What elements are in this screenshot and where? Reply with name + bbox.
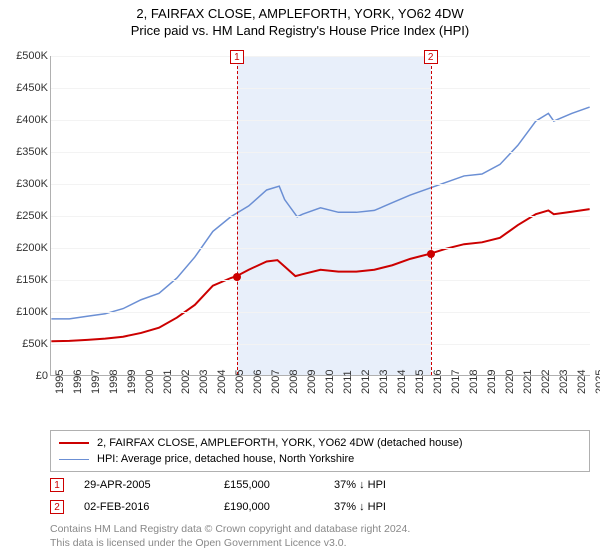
sale-point-dot xyxy=(233,273,241,281)
x-axis-label: 2007 xyxy=(270,370,282,394)
sale-pct: 37% ↓ HPI xyxy=(334,479,454,491)
y-axis-label: £400K xyxy=(2,114,48,126)
sale-vline xyxy=(237,56,238,375)
y-axis-label: £200K xyxy=(2,242,48,254)
x-axis-label: 2023 xyxy=(558,370,570,394)
footer-line1: Contains HM Land Registry data © Crown c… xyxy=(50,522,590,536)
x-axis-label: 1997 xyxy=(90,370,102,394)
x-axis-label: 2018 xyxy=(468,370,480,394)
x-axis-label: 2021 xyxy=(522,370,534,394)
x-axis-label: 2011 xyxy=(342,370,354,394)
sale-marker-icon: 2 xyxy=(50,500,64,514)
gridline xyxy=(51,312,590,313)
x-axis-label: 2017 xyxy=(450,370,462,394)
y-axis-label: £50K xyxy=(2,338,48,350)
x-axis-label: 2016 xyxy=(432,370,444,394)
y-axis-label: £500K xyxy=(2,50,48,62)
x-axis-label: 2022 xyxy=(540,370,552,394)
legend-swatch xyxy=(59,442,89,444)
x-axis-label: 2004 xyxy=(216,370,228,394)
legend-item: 2, FAIRFAX CLOSE, AMPLEFORTH, YORK, YO62… xyxy=(59,435,581,451)
sale-vline xyxy=(431,56,432,375)
gridline xyxy=(51,56,590,57)
y-axis-label: £450K xyxy=(2,82,48,94)
x-axis-label: 1995 xyxy=(54,370,66,394)
sale-row: 1 29-APR-2005 £155,000 37% ↓ HPI xyxy=(50,476,590,494)
chart-container: 2, FAIRFAX CLOSE, AMPLEFORTH, YORK, YO62… xyxy=(0,0,600,560)
title-subtitle: Price paid vs. HM Land Registry's House … xyxy=(0,23,600,38)
y-axis-label: £150K xyxy=(2,274,48,286)
x-axis-label: 2001 xyxy=(162,370,174,394)
legend-label: HPI: Average price, detached house, Nort… xyxy=(97,453,354,465)
legend-item: HPI: Average price, detached house, Nort… xyxy=(59,451,581,467)
sale-point-dot xyxy=(427,250,435,258)
sale-date: 02-FEB-2016 xyxy=(84,501,224,513)
gridline xyxy=(51,88,590,89)
x-axis-label: 2009 xyxy=(306,370,318,394)
series-property_price xyxy=(51,209,589,341)
x-axis-label: 2025 xyxy=(594,370,600,394)
x-axis-label: 1998 xyxy=(108,370,120,394)
x-axis-label: 2008 xyxy=(288,370,300,394)
footer-line2: This data is licensed under the Open Gov… xyxy=(50,536,590,550)
sale-marker-icon: 1 xyxy=(50,478,64,492)
sale-row: 2 02-FEB-2016 £190,000 37% ↓ HPI xyxy=(50,498,590,516)
sale-date: 29-APR-2005 xyxy=(84,479,224,491)
x-axis-label: 2006 xyxy=(252,370,264,394)
gridline xyxy=(51,152,590,153)
title-block: 2, FAIRFAX CLOSE, AMPLEFORTH, YORK, YO62… xyxy=(0,0,600,38)
footer: Contains HM Land Registry data © Crown c… xyxy=(50,522,590,550)
x-axis-label: 2015 xyxy=(414,370,426,394)
title-address: 2, FAIRFAX CLOSE, AMPLEFORTH, YORK, YO62… xyxy=(0,6,600,21)
x-axis-label: 2014 xyxy=(396,370,408,394)
x-axis-label: 2013 xyxy=(378,370,390,394)
sale-marker-icon: 1 xyxy=(230,50,244,64)
x-axis-label: 2002 xyxy=(180,370,192,394)
x-axis-label: 2000 xyxy=(144,370,156,394)
legend-swatch xyxy=(59,459,89,460)
sale-price: £155,000 xyxy=(224,479,334,491)
plot-area: 12 xyxy=(50,56,590,376)
gridline xyxy=(51,280,590,281)
x-axis-label: 2005 xyxy=(234,370,246,394)
y-axis-label: £300K xyxy=(2,178,48,190)
x-axis-label: 2003 xyxy=(198,370,210,394)
x-axis-label: 1999 xyxy=(126,370,138,394)
sale-price: £190,000 xyxy=(224,501,334,513)
sale-pct: 37% ↓ HPI xyxy=(334,501,454,513)
x-axis-label: 2010 xyxy=(324,370,336,394)
gridline xyxy=(51,248,590,249)
sale-marker-icon: 2 xyxy=(424,50,438,64)
x-axis-label: 1996 xyxy=(72,370,84,394)
x-axis-label: 2019 xyxy=(486,370,498,394)
y-axis-label: £100K xyxy=(2,306,48,318)
gridline xyxy=(51,344,590,345)
x-axis-label: 2012 xyxy=(360,370,372,394)
x-axis-label: 2020 xyxy=(504,370,516,394)
legend-label: 2, FAIRFAX CLOSE, AMPLEFORTH, YORK, YO62… xyxy=(97,437,463,449)
y-axis-label: £0 xyxy=(2,370,48,382)
gridline xyxy=(51,184,590,185)
y-axis-label: £250K xyxy=(2,210,48,222)
x-axis-label: 2024 xyxy=(576,370,588,394)
gridline xyxy=(51,216,590,217)
y-axis-label: £350K xyxy=(2,146,48,158)
series-hpi xyxy=(51,107,589,319)
chart-area: 12 £0£50K£100K£150K£200K£250K£300K£350K£… xyxy=(0,46,600,416)
legend: 2, FAIRFAX CLOSE, AMPLEFORTH, YORK, YO62… xyxy=(50,430,590,472)
gridline xyxy=(51,120,590,121)
